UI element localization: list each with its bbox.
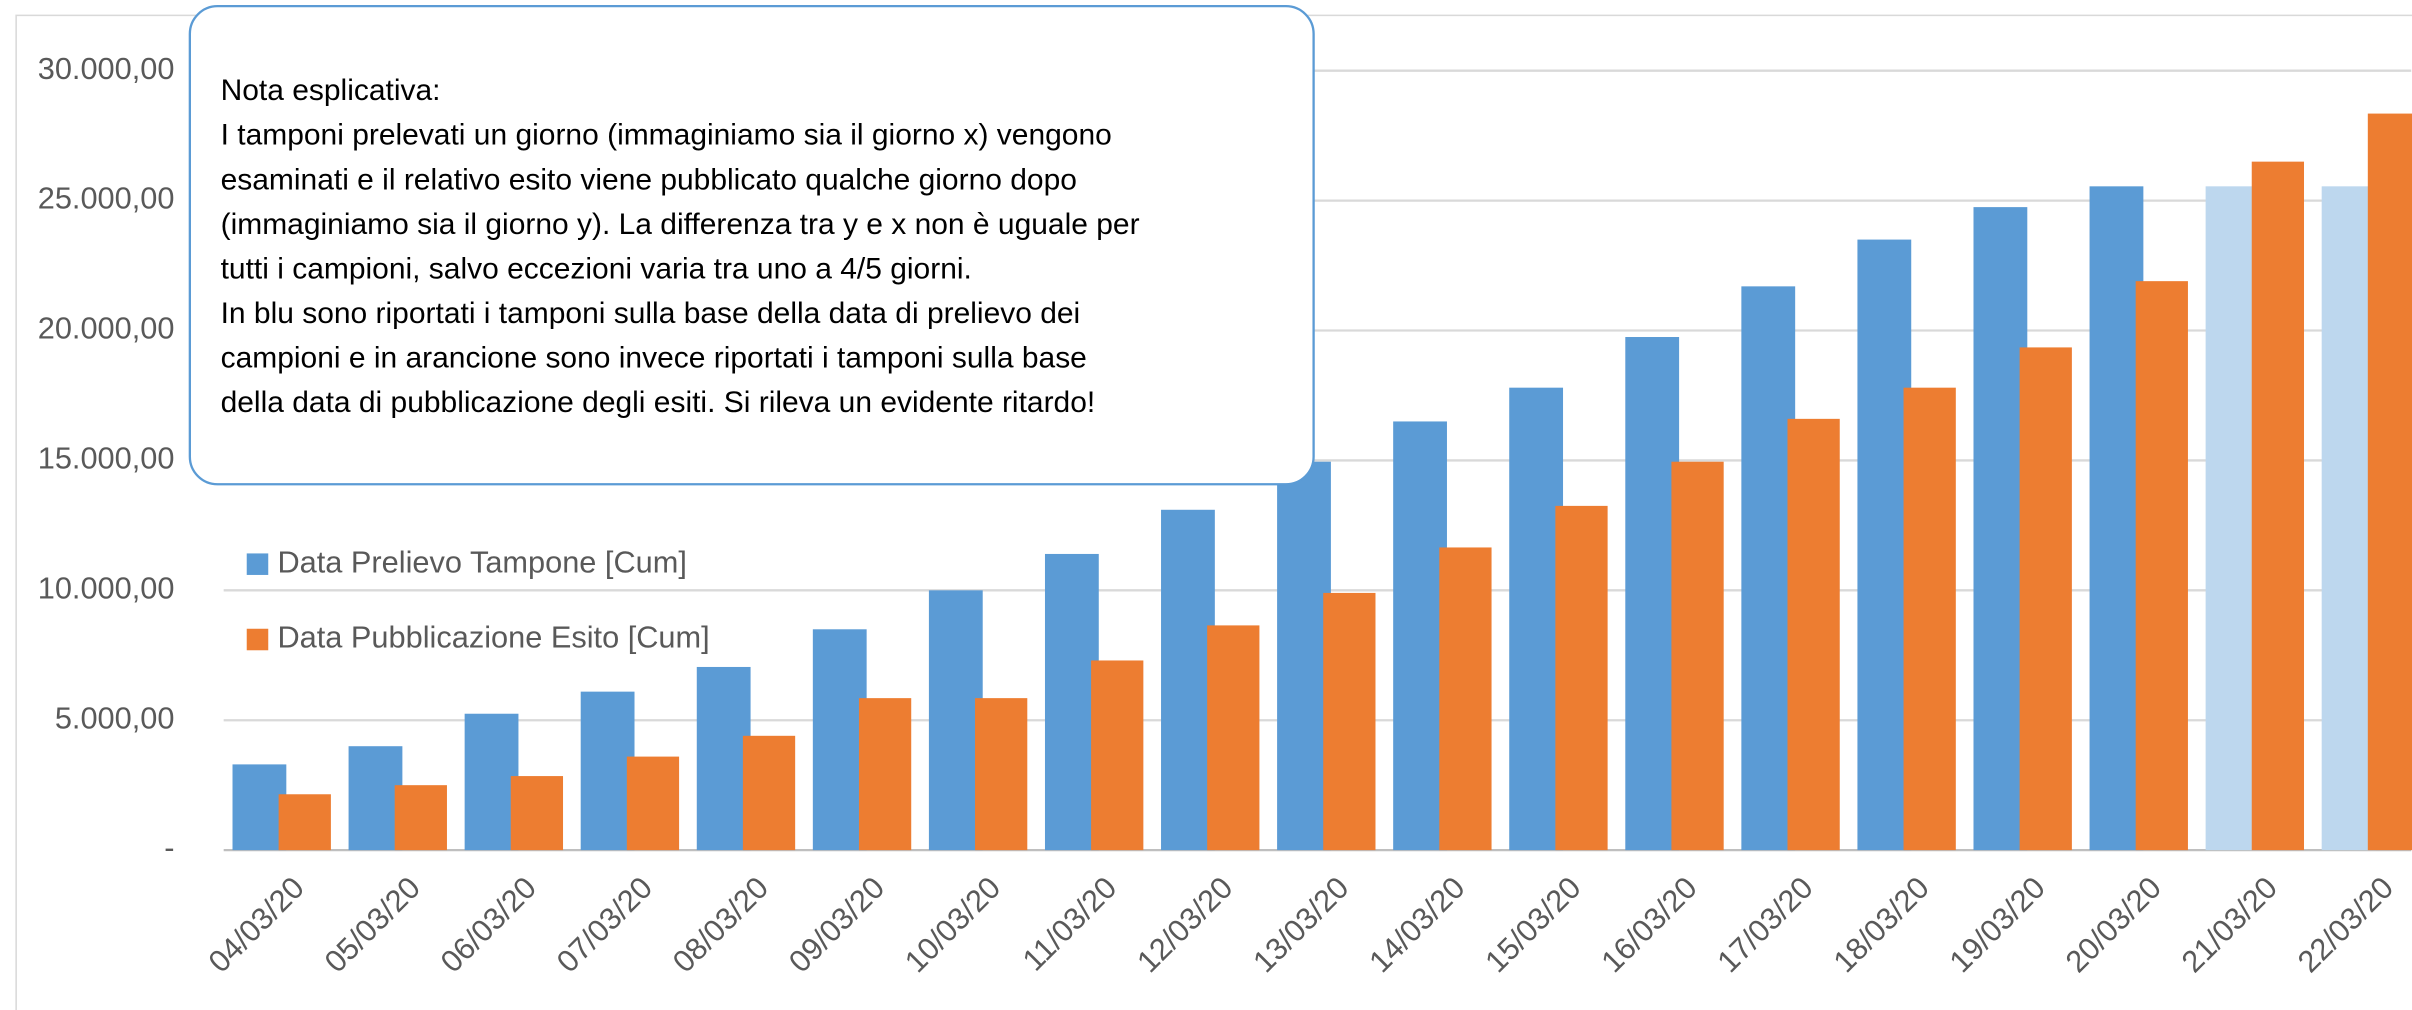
annotation-line: esaminati e il relativo esito viene pubb… xyxy=(221,163,1077,196)
bar xyxy=(580,691,635,851)
annotation-line: della data di pubblicazione degli esiti.… xyxy=(221,386,1096,419)
x-tick-label: 06/03/20 xyxy=(434,870,543,979)
bar xyxy=(626,756,680,851)
bar xyxy=(1044,553,1099,851)
bar xyxy=(1509,387,1564,851)
annotation-line: (immaginiamo sia il giorno y). La differ… xyxy=(221,208,1140,241)
bar xyxy=(1903,387,1956,851)
bar xyxy=(348,746,403,851)
bar xyxy=(2251,161,2305,851)
legend-swatch xyxy=(246,628,269,651)
x-tick-label: 10/03/20 xyxy=(898,870,1007,979)
y-tick-label: - xyxy=(164,830,174,865)
x-tick-label: 09/03/20 xyxy=(782,870,891,979)
y-tick-label: 15.000,00 xyxy=(38,441,175,476)
bar xyxy=(1161,509,1215,851)
x-tick-label: 22/03/20 xyxy=(2291,870,2400,979)
bar xyxy=(464,713,519,851)
bar xyxy=(858,698,912,851)
bar xyxy=(1625,337,1680,851)
bar xyxy=(1671,461,1724,851)
annotation: Nota esplicativa: I tamponi prelevati un … xyxy=(188,4,1315,486)
x-tick-label: 07/03/20 xyxy=(550,870,659,979)
annotation-line: Nota esplicativa: xyxy=(221,74,441,107)
x-tick-label: 14/03/20 xyxy=(1362,870,1471,979)
x-tick-label: 19/03/20 xyxy=(1942,870,2051,979)
x-tick-label: 17/03/20 xyxy=(1710,870,1819,979)
bar xyxy=(742,735,796,851)
bar xyxy=(510,776,564,851)
legend-label: Data Pubblicazione Esito [Cum] xyxy=(277,620,709,655)
bar xyxy=(2205,186,2260,851)
x-tick-label: 08/03/20 xyxy=(666,870,775,979)
x-tick-label: 15/03/20 xyxy=(1478,870,1587,979)
x-tick-label: 16/03/20 xyxy=(1594,870,1703,979)
y-tick-label: 10.000,00 xyxy=(38,570,175,605)
legend-swatch xyxy=(246,553,269,575)
y-tick-label: 20.000,00 xyxy=(38,311,175,346)
annotation-box xyxy=(188,4,1315,486)
bar xyxy=(2135,281,2188,851)
bar xyxy=(232,764,287,851)
bar xyxy=(928,590,983,851)
bar xyxy=(1555,505,1608,851)
bar xyxy=(696,666,751,851)
bar xyxy=(1973,207,2028,851)
y-tick-label: 25.000,00 xyxy=(38,181,175,216)
bar xyxy=(1857,239,1912,851)
bar xyxy=(278,794,331,851)
bar xyxy=(1787,418,1840,851)
x-tick-label: 13/03/20 xyxy=(1246,870,1355,979)
bar xyxy=(1741,286,1796,851)
y-tick-label: 30.000,00 xyxy=(38,51,175,86)
bar xyxy=(2367,113,2412,851)
bar xyxy=(2321,186,2376,851)
x-tick-label: 04/03/20 xyxy=(201,870,310,979)
bar xyxy=(812,629,867,851)
annotation-line: tutti i campioni, salvo eccezioni varia … xyxy=(221,252,972,285)
bar xyxy=(1393,421,1447,851)
bar xyxy=(1323,592,1376,851)
y-tick-label: 5.000,00 xyxy=(55,700,175,735)
x-tick-label: 11/03/20 xyxy=(1016,870,1124,978)
legend-label: Data Prelievo Tampone [Cum] xyxy=(277,544,686,579)
bar xyxy=(1091,660,1144,851)
annotation-line: I tamponi prelevati un giorno (immaginia… xyxy=(221,119,1112,152)
bar xyxy=(2089,186,2144,851)
annotation-line: campioni e in arancione sono invece ripo… xyxy=(221,342,1087,375)
bar xyxy=(2019,347,2072,851)
bar xyxy=(1439,547,1492,851)
legend: Data Prelievo Tampone [Cum] Data Pubblica… xyxy=(246,544,710,655)
bar xyxy=(1207,625,1260,851)
x-tick-label: 20/03/20 xyxy=(2059,870,2168,979)
x-tick-label: 12/03/20 xyxy=(1130,870,1239,979)
x-tick-label: 21/03/20 xyxy=(2175,870,2284,979)
x-tick-label: 18/03/20 xyxy=(1826,870,1935,979)
bars xyxy=(232,113,2412,851)
x-tick-label: 05/03/20 xyxy=(318,870,427,979)
bar xyxy=(975,698,1028,851)
bar xyxy=(394,785,447,851)
bar xyxy=(1277,461,1331,851)
annotation-line: In blu sono riportati i tamponi sulla ba… xyxy=(221,297,1081,330)
